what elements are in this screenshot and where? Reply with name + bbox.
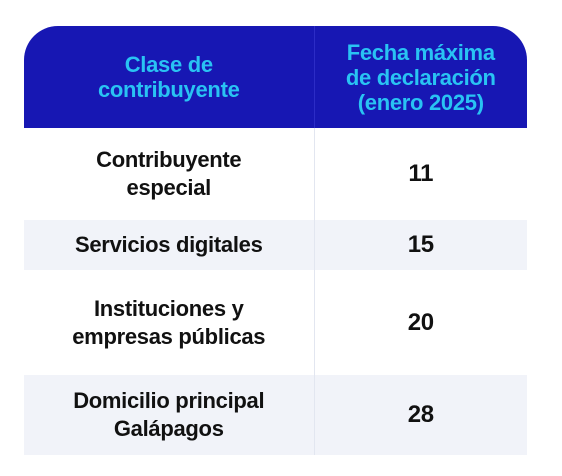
table-body: Contribuyente especial 11 Servicios digi… xyxy=(24,128,527,455)
header-clase-contribuyente: Clase de contribuyente xyxy=(24,26,314,128)
cell-clase-line-2: especial xyxy=(126,175,212,200)
table-header: Clase de contribuyente Fecha máxima de d… xyxy=(24,26,527,128)
cell-clase-line-1: Servicios digitales xyxy=(75,232,263,257)
cell-fecha: 28 xyxy=(313,375,527,455)
cell-fecha: 15 xyxy=(313,220,527,270)
header-row: Clase de contribuyente Fecha máxima de d… xyxy=(24,26,527,128)
tax-deadline-table: Clase de contribuyente Fecha máxima de d… xyxy=(24,26,527,455)
cell-clase: Domicilio principal Galápagos xyxy=(24,375,314,455)
header-clase-line-2: contribuyente xyxy=(97,77,240,102)
cell-clase-line-2: Galápagos xyxy=(113,416,224,441)
header-fecha-line-1: Fecha máxima xyxy=(346,39,495,65)
table-row: Domicilio principal Galápagos 28 xyxy=(24,375,527,455)
table-row: Instituciones y empresas públicas 20 xyxy=(24,270,527,375)
cell-clase: Servicios digitales xyxy=(24,220,314,270)
cell-clase: Instituciones y empresas públicas xyxy=(24,270,314,375)
cell-clase-line-1: Instituciones y xyxy=(93,295,244,321)
cell-clase-line-2: empresas públicas xyxy=(72,323,266,349)
table-row: Contribuyente especial 11 xyxy=(24,128,527,220)
cell-fecha: 11 xyxy=(313,128,527,220)
cell-clase-line-1: Contribuyente xyxy=(96,147,242,172)
tax-deadline-table-container: Clase de contribuyente Fecha máxima de d… xyxy=(24,26,527,455)
header-clase-line-1: Clase de xyxy=(124,52,213,77)
cell-clase-line-1: Domicilio principal xyxy=(73,388,265,413)
header-fecha-line-2: de declaración xyxy=(345,64,496,90)
cell-fecha: 20 xyxy=(313,270,527,375)
header-fecha-maxima: Fecha máxima de declaración (enero 2025) xyxy=(313,26,527,128)
table-row: Servicios digitales 15 xyxy=(24,220,527,270)
cell-clase: Contribuyente especial xyxy=(24,128,314,220)
header-fecha-line-3: (enero 2025) xyxy=(357,89,484,115)
